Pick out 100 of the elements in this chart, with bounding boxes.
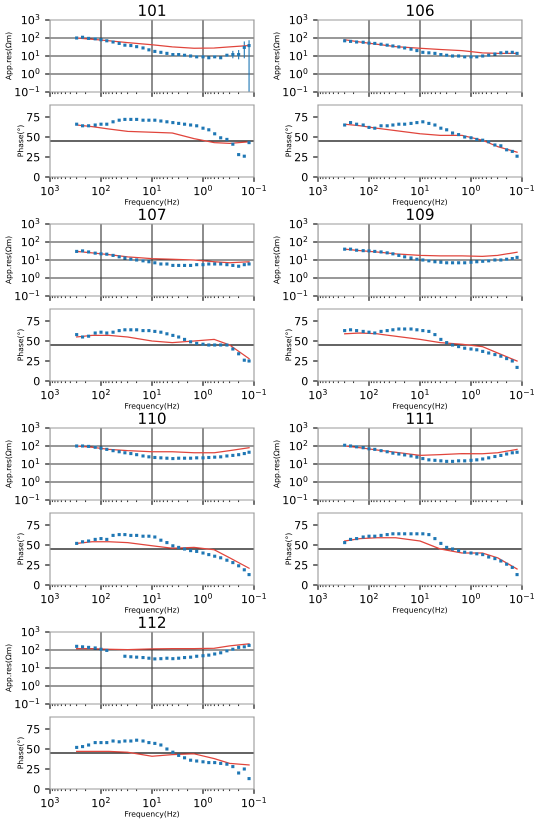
- point: [201, 55, 205, 58]
- point: [439, 338, 442, 341]
- point: [135, 258, 138, 262]
- point: [171, 334, 174, 337]
- point: [99, 741, 103, 744]
- point: [248, 141, 251, 144]
- x-tick-label: 10$^{1}$: [411, 593, 429, 604]
- point: [177, 754, 180, 757]
- point: [129, 328, 132, 332]
- point: [118, 255, 121, 258]
- point: [487, 54, 490, 57]
- y-tick-label: 25: [26, 152, 40, 162]
- point: [397, 452, 400, 456]
- point: [183, 338, 186, 341]
- point: [219, 343, 222, 347]
- point: [349, 444, 352, 448]
- point: [177, 456, 180, 460]
- point: [433, 52, 436, 55]
- point: [165, 120, 168, 124]
- point: [207, 262, 210, 266]
- point: [493, 258, 496, 262]
- point: [439, 459, 442, 462]
- chart-title: 107: [139, 208, 166, 220]
- point: [213, 55, 216, 58]
- point: [195, 456, 198, 460]
- point: [463, 135, 466, 139]
- point: [475, 138, 478, 141]
- chart-title: 110: [139, 412, 166, 424]
- point: [195, 550, 198, 553]
- point: [112, 449, 115, 452]
- point: [391, 452, 394, 455]
- point: [87, 36, 90, 40]
- point: [207, 128, 210, 132]
- point: [213, 132, 216, 136]
- point: [123, 739, 126, 743]
- point: [487, 259, 490, 262]
- y-tick-label: 50: [294, 336, 308, 346]
- point: [135, 45, 138, 48]
- point: [213, 554, 216, 558]
- point: [415, 121, 418, 124]
- chart-title: 112: [139, 616, 166, 628]
- point: [433, 537, 436, 540]
- point: [451, 261, 454, 264]
- point: [141, 46, 145, 50]
- point: [510, 359, 514, 363]
- point: [349, 328, 352, 332]
- point: [99, 537, 103, 540]
- point: [355, 329, 358, 332]
- point: [427, 330, 430, 333]
- point: [362, 249, 365, 252]
- x-tick-label: 10$^{2}$: [92, 185, 110, 196]
- x-tick-label: 10$^{1}$: [143, 185, 161, 196]
- point: [397, 327, 400, 331]
- point: [463, 55, 466, 58]
- point: [231, 454, 234, 457]
- point: [171, 457, 174, 460]
- point: [481, 54, 484, 58]
- point: [349, 40, 352, 43]
- y-tick-label: 75: [27, 113, 40, 122]
- point: [487, 140, 490, 144]
- point: [493, 557, 496, 560]
- point: [355, 537, 358, 540]
- point: [469, 136, 473, 140]
- point: [231, 347, 234, 351]
- y-tick-label: 10$^{2}$: [22, 644, 40, 654]
- y-tick-label: 10$^{−1}$: [283, 290, 308, 300]
- point: [153, 742, 156, 745]
- point: [457, 261, 460, 264]
- x-tick-label: 10$^{1}$: [143, 797, 161, 808]
- point: [499, 454, 502, 457]
- point: [386, 44, 389, 47]
- point: [397, 45, 400, 48]
- point: [475, 458, 478, 462]
- point: [189, 549, 192, 552]
- point: [409, 454, 413, 458]
- point: [451, 547, 454, 551]
- x-tick-label: 10$^{1}$: [411, 185, 429, 196]
- point: [105, 648, 108, 652]
- point: [183, 656, 186, 660]
- point: [94, 446, 97, 449]
- point: [373, 331, 376, 335]
- point: [362, 123, 365, 127]
- point: [195, 124, 198, 128]
- point: [153, 456, 156, 460]
- point: [94, 538, 97, 541]
- point: [123, 654, 126, 658]
- point: [129, 452, 132, 456]
- point: [362, 40, 365, 44]
- point: [237, 352, 240, 356]
- y-tick-label: 10$^{−1}$: [15, 494, 40, 504]
- point: [118, 450, 121, 454]
- point: [177, 53, 180, 56]
- point: [219, 762, 222, 765]
- x-tick-label: 10$^{−1}$: [242, 593, 266, 604]
- point: [510, 257, 514, 260]
- point: [505, 258, 508, 261]
- point: [242, 767, 246, 771]
- point: [99, 122, 103, 126]
- y-tick-label: 10$^{−1}$: [15, 698, 40, 708]
- point: [397, 532, 400, 536]
